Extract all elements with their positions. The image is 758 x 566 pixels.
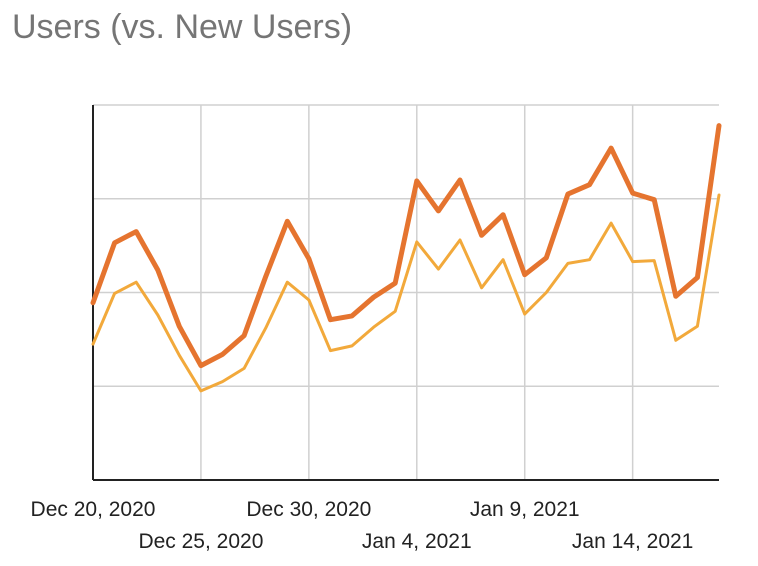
axes: [92, 105, 719, 481]
series-line-1: [90, 123, 722, 369]
x-tick-label: Jan 4, 2021: [362, 530, 472, 553]
series-group: [90, 123, 722, 393]
x-tick-label: Dec 20, 2020: [31, 498, 156, 521]
x-tick-label: Jan 9, 2021: [470, 498, 580, 521]
chart-title: Users (vs. New Users): [12, 8, 353, 46]
x-tick-labels: Dec 20, 2020 Dec 25, 2020 Dec 30, 2020 Jan …: [31, 498, 694, 553]
gridlines: [93, 104, 719, 480]
x-tick-label: Dec 30, 2020: [246, 498, 371, 521]
x-tick-label: Jan 14, 2021: [572, 530, 693, 553]
series-line-2: [91, 193, 721, 393]
x-tick-label: Dec 25, 2020: [138, 530, 263, 553]
